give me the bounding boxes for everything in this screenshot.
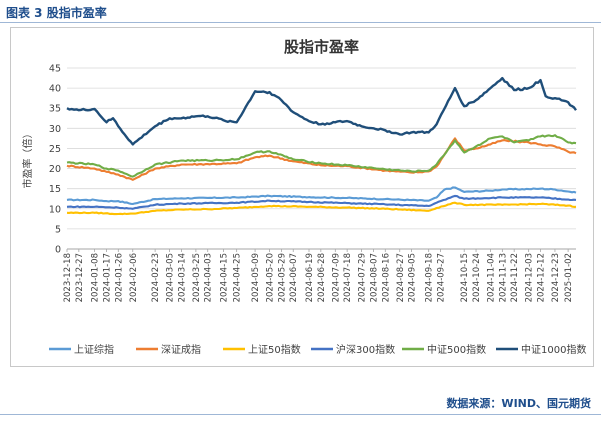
series-line [66, 137, 577, 181]
series-line [66, 201, 577, 216]
legend-label: 上证综指 [74, 343, 114, 356]
x-tick-label: 2024-03-14 [177, 253, 187, 302]
x-tick-label: 2024-02-23 [151, 253, 161, 302]
x-tick-label: 2024-07-09 [331, 253, 341, 302]
x-tick-label: 2024-04-03 [204, 253, 214, 302]
x-tick-label: 2024-04-25 [233, 253, 243, 302]
y-tick-label: 30 [49, 124, 61, 135]
y-tick-label: 40 [49, 84, 61, 95]
x-tick-label: 2024-05-09 [251, 253, 261, 302]
x-tick-label: 2024-10-15 [460, 253, 470, 302]
figure-header: 图表 3 股指市盈率 [0, 0, 601, 24]
legend-label: 沪深300指数 [336, 343, 395, 356]
x-tick-label: 2024-07-18 [343, 253, 353, 302]
x-tick-label: 2025-01-02 [564, 253, 574, 302]
x-tick-label: 2024-08-16 [381, 253, 391, 302]
x-tick-label: 2023-12-18 [63, 253, 73, 302]
x-tick-label: 2024-07-29 [358, 253, 368, 302]
x-tick-label: 2024-08-07 [369, 253, 379, 302]
x-tick-label: 2024-06-28 [317, 253, 327, 302]
y-tick-label: 5 [55, 224, 61, 235]
x-tick-label: 2024-05-20 [266, 253, 276, 302]
x-tick-label: 2024-01-08 [91, 253, 101, 302]
x-tick-label: 2024-05-29 [277, 253, 287, 302]
y-tick-label: 15 [49, 184, 61, 195]
x-tick-label: 2024-10-24 [472, 253, 482, 302]
y-tick-label: 25 [49, 144, 61, 155]
x-tick-label: 2024-02-06 [129, 253, 139, 302]
x-tick-label: 2024-09-27 [437, 253, 447, 302]
x-tick-label: 2023-12-27 [75, 253, 85, 302]
series-line [66, 134, 577, 178]
y-tick-label: 45 [49, 64, 61, 75]
x-tick-label: 2024-03-05 [166, 253, 176, 302]
x-tick-label: 2024-09-05 [408, 253, 418, 302]
chart-frame: 股指市盈率 0 5 10 15 20 25 30 35 40 45 市盈率（倍） 2023-12-18 2… [10, 27, 594, 367]
x-tick-label: 2024-01-17 [102, 253, 112, 302]
legend-label: 上证50指数 [248, 343, 301, 356]
x-tick-label: 2024-11-04 [487, 253, 497, 302]
header-divider [0, 22, 601, 23]
x-tick-label: 2024-06-07 [289, 253, 299, 302]
footer-divider [0, 414, 601, 415]
x-tick-label: 2024-11-13 [498, 253, 508, 302]
legend-label: 中证1000指数 [521, 343, 586, 356]
data-source: 数据来源：WIND、国元期货 [446, 397, 591, 410]
series-line [66, 186, 577, 206]
y-tick-label: 20 [49, 164, 61, 175]
y-axis-label: 市盈率（倍） [21, 129, 34, 189]
legend-label: 中证500指数 [427, 343, 486, 356]
x-tick-label: 2024-06-19 [305, 253, 315, 302]
x-tick-label: 2024-03-25 [192, 253, 202, 302]
series-line [66, 76, 577, 146]
x-tick-label: 2024-01-26 [114, 253, 124, 302]
chart-title: 股指市盈率 [284, 38, 359, 56]
figure-caption: 图表 3 股指市盈率 [6, 6, 107, 20]
x-tick-label: 2024-12-23 [551, 253, 561, 302]
y-tick-label: 0 [55, 245, 61, 256]
y-tick-label: 35 [49, 104, 61, 115]
series-line [66, 194, 577, 210]
legend-label: 深证成指 [161, 343, 201, 356]
x-tick-label: 2024-04-15 [220, 253, 230, 302]
y-tick-label: 10 [49, 204, 61, 215]
x-tick-label: 2024-12-12 [536, 253, 546, 302]
x-tick-label: 2024-11-22 [510, 253, 520, 302]
x-tick-label: 2024-12-03 [525, 253, 535, 302]
x-tick-label: 2024-08-27 [396, 253, 406, 302]
x-tick-label: 2024-09-18 [425, 253, 435, 302]
